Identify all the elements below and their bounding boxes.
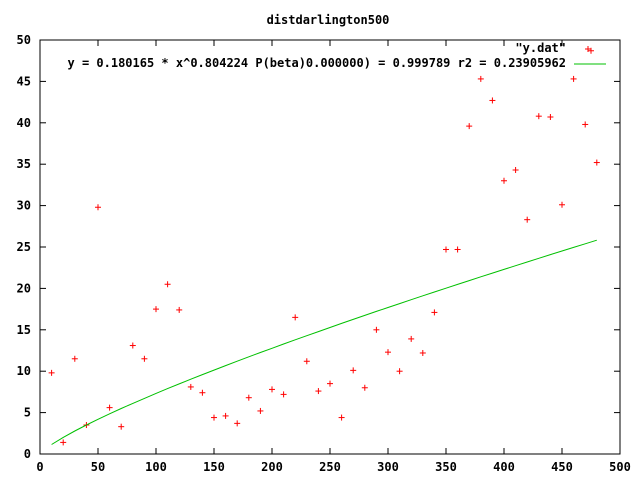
y-tick-label: 15 (17, 323, 31, 337)
x-tick-label: 450 (551, 460, 573, 474)
data-point (222, 412, 229, 419)
data-point (71, 355, 78, 362)
data-point (419, 349, 426, 356)
data-point (280, 391, 287, 398)
data-point (118, 423, 125, 430)
data-point (106, 404, 113, 411)
y-tick-label: 5 (24, 406, 31, 420)
data-point (350, 367, 357, 374)
data-point (303, 358, 310, 365)
data-point (141, 355, 148, 362)
chart-title: distdarlington500 (267, 13, 390, 27)
data-point (338, 414, 345, 421)
data-point (315, 388, 322, 395)
y-tick-label: 20 (17, 281, 31, 295)
data-point (153, 306, 159, 313)
data-point (431, 309, 438, 316)
legend: "y.dat" y = 0.180165 * x^0.804224 P(beta… (68, 41, 606, 70)
legend-marker-data (585, 46, 591, 52)
x-tick-label: 350 (435, 460, 457, 474)
data-point (547, 114, 554, 121)
x-tick-label: 50 (91, 460, 105, 474)
x-tick-label: 500 (609, 460, 631, 474)
data-point (48, 369, 55, 376)
data-point (454, 246, 461, 253)
data-point (408, 335, 415, 342)
fit-line (51, 239, 597, 445)
y-tick-label: 25 (17, 240, 31, 254)
data-point (443, 246, 449, 253)
data-point (245, 394, 252, 401)
data-point (535, 113, 542, 120)
data-point (95, 204, 101, 211)
x-tick-label: 400 (493, 460, 515, 474)
data-point (559, 201, 565, 208)
data-point (385, 349, 391, 356)
y-tick-label: 30 (17, 199, 31, 213)
data-point (361, 384, 368, 391)
data-point (582, 121, 589, 128)
plot-marks (48, 47, 600, 446)
data-point (524, 216, 531, 223)
x-tick-label: 0 (36, 460, 43, 474)
y-tick-label: 0 (24, 447, 31, 461)
data-point (187, 383, 194, 390)
plot-frame (39, 39, 621, 455)
data-point (60, 439, 67, 446)
axes: 0 50 100 150 200 250 300 350 400 450 500 0 5 10 15 20 25… (17, 33, 631, 474)
data-point (199, 389, 206, 396)
data-point (466, 123, 473, 130)
data-point (570, 75, 577, 82)
x-tick-label: 100 (145, 460, 167, 474)
x-tick-label: 200 (261, 460, 283, 474)
data-point (164, 281, 171, 288)
data-point (176, 306, 183, 313)
data-point (512, 166, 519, 173)
data-point (269, 386, 275, 393)
data-point (129, 342, 136, 349)
data-point (489, 97, 496, 104)
legend-label-fit: y = 0.180165 * x^0.804224 P(beta)0.00000… (68, 56, 567, 70)
data-point (396, 368, 403, 375)
x-tick-label: 300 (377, 460, 399, 474)
x-tick-label: 150 (203, 460, 225, 474)
data-point (477, 75, 484, 82)
data-point (211, 414, 217, 421)
data-point (593, 159, 600, 166)
x-tick-label: 250 (319, 460, 341, 474)
y-tick-label: 35 (17, 157, 31, 171)
y-tick-label: 50 (17, 33, 31, 47)
legend-label-data: "y.dat" (515, 41, 566, 55)
data-point (501, 177, 507, 184)
y-tick-label: 45 (17, 74, 31, 88)
data-point (292, 314, 299, 321)
data-point (373, 326, 380, 333)
data-point (234, 420, 241, 427)
y-tick-label: 40 (17, 116, 31, 130)
data-point (257, 407, 264, 414)
data-point (327, 380, 333, 387)
y-tick-label: 10 (17, 364, 31, 378)
